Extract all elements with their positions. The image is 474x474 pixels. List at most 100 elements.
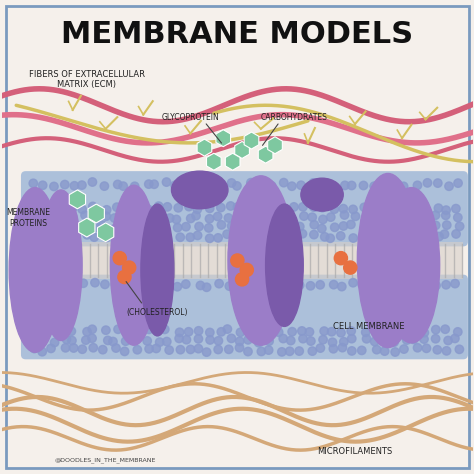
Circle shape bbox=[413, 206, 422, 214]
Circle shape bbox=[381, 206, 390, 214]
Circle shape bbox=[224, 214, 233, 222]
Circle shape bbox=[319, 215, 327, 224]
Circle shape bbox=[254, 223, 263, 231]
Circle shape bbox=[265, 206, 274, 214]
Circle shape bbox=[100, 280, 109, 289]
Circle shape bbox=[47, 325, 55, 333]
Circle shape bbox=[223, 230, 231, 238]
Circle shape bbox=[392, 224, 400, 232]
Circle shape bbox=[26, 336, 35, 345]
Circle shape bbox=[37, 215, 46, 223]
Circle shape bbox=[233, 203, 242, 211]
Circle shape bbox=[268, 232, 277, 240]
Circle shape bbox=[255, 214, 264, 223]
Ellipse shape bbox=[110, 185, 157, 345]
Circle shape bbox=[295, 347, 303, 356]
Circle shape bbox=[401, 231, 409, 240]
Circle shape bbox=[309, 179, 318, 187]
Text: MICROFILAMENTS: MICROFILAMENTS bbox=[318, 447, 392, 456]
Circle shape bbox=[194, 327, 203, 335]
Circle shape bbox=[121, 337, 130, 346]
Polygon shape bbox=[258, 146, 273, 163]
Circle shape bbox=[419, 231, 428, 239]
FancyBboxPatch shape bbox=[6, 6, 469, 468]
Circle shape bbox=[337, 232, 345, 240]
Circle shape bbox=[193, 231, 202, 240]
Circle shape bbox=[288, 328, 296, 336]
Circle shape bbox=[454, 328, 462, 336]
Circle shape bbox=[89, 344, 98, 352]
Circle shape bbox=[278, 347, 286, 356]
Circle shape bbox=[133, 346, 142, 354]
Circle shape bbox=[143, 211, 152, 220]
Circle shape bbox=[123, 213, 132, 221]
Circle shape bbox=[124, 278, 133, 287]
Circle shape bbox=[192, 211, 200, 220]
Ellipse shape bbox=[40, 190, 82, 340]
Polygon shape bbox=[225, 153, 240, 170]
Circle shape bbox=[151, 213, 160, 222]
Circle shape bbox=[279, 223, 288, 231]
Circle shape bbox=[89, 213, 98, 221]
Circle shape bbox=[89, 202, 97, 210]
Circle shape bbox=[337, 283, 346, 291]
Circle shape bbox=[316, 344, 325, 352]
Circle shape bbox=[191, 180, 200, 188]
Circle shape bbox=[113, 231, 122, 240]
Circle shape bbox=[165, 214, 174, 222]
Text: CARBOHYDRATES: CARBOHYDRATES bbox=[260, 112, 327, 121]
Circle shape bbox=[122, 204, 130, 212]
Circle shape bbox=[371, 337, 379, 346]
Circle shape bbox=[69, 203, 77, 212]
Circle shape bbox=[70, 182, 79, 190]
Circle shape bbox=[456, 222, 464, 230]
Circle shape bbox=[454, 179, 462, 187]
Circle shape bbox=[83, 230, 91, 239]
Polygon shape bbox=[88, 204, 104, 223]
Circle shape bbox=[255, 338, 263, 347]
Circle shape bbox=[444, 336, 452, 345]
Ellipse shape bbox=[172, 171, 228, 209]
Circle shape bbox=[67, 327, 75, 336]
Circle shape bbox=[349, 205, 357, 214]
Circle shape bbox=[38, 181, 47, 190]
Circle shape bbox=[422, 344, 431, 353]
Circle shape bbox=[337, 328, 345, 337]
Circle shape bbox=[295, 281, 304, 290]
Circle shape bbox=[145, 325, 153, 334]
Circle shape bbox=[144, 205, 153, 214]
Circle shape bbox=[67, 283, 76, 291]
Circle shape bbox=[380, 180, 388, 188]
Circle shape bbox=[196, 281, 205, 290]
Circle shape bbox=[109, 337, 117, 346]
Circle shape bbox=[61, 180, 69, 189]
Circle shape bbox=[88, 334, 96, 343]
Circle shape bbox=[161, 325, 169, 334]
Circle shape bbox=[161, 223, 169, 232]
Circle shape bbox=[420, 328, 428, 337]
Circle shape bbox=[214, 345, 222, 354]
Circle shape bbox=[131, 202, 140, 211]
Circle shape bbox=[49, 212, 57, 220]
Circle shape bbox=[257, 347, 265, 356]
Circle shape bbox=[163, 203, 172, 211]
Circle shape bbox=[155, 230, 163, 238]
Circle shape bbox=[48, 223, 56, 231]
Circle shape bbox=[236, 273, 249, 286]
Circle shape bbox=[217, 328, 226, 336]
Circle shape bbox=[246, 224, 255, 232]
Circle shape bbox=[369, 281, 377, 290]
Circle shape bbox=[267, 222, 275, 231]
Circle shape bbox=[318, 224, 326, 233]
Circle shape bbox=[186, 214, 195, 223]
Circle shape bbox=[267, 182, 276, 190]
Circle shape bbox=[308, 213, 317, 221]
Circle shape bbox=[279, 334, 287, 343]
Circle shape bbox=[244, 347, 252, 356]
Circle shape bbox=[259, 204, 267, 212]
Circle shape bbox=[175, 334, 183, 343]
Circle shape bbox=[193, 205, 201, 214]
Circle shape bbox=[296, 222, 304, 231]
Circle shape bbox=[431, 325, 440, 334]
Circle shape bbox=[307, 337, 315, 346]
